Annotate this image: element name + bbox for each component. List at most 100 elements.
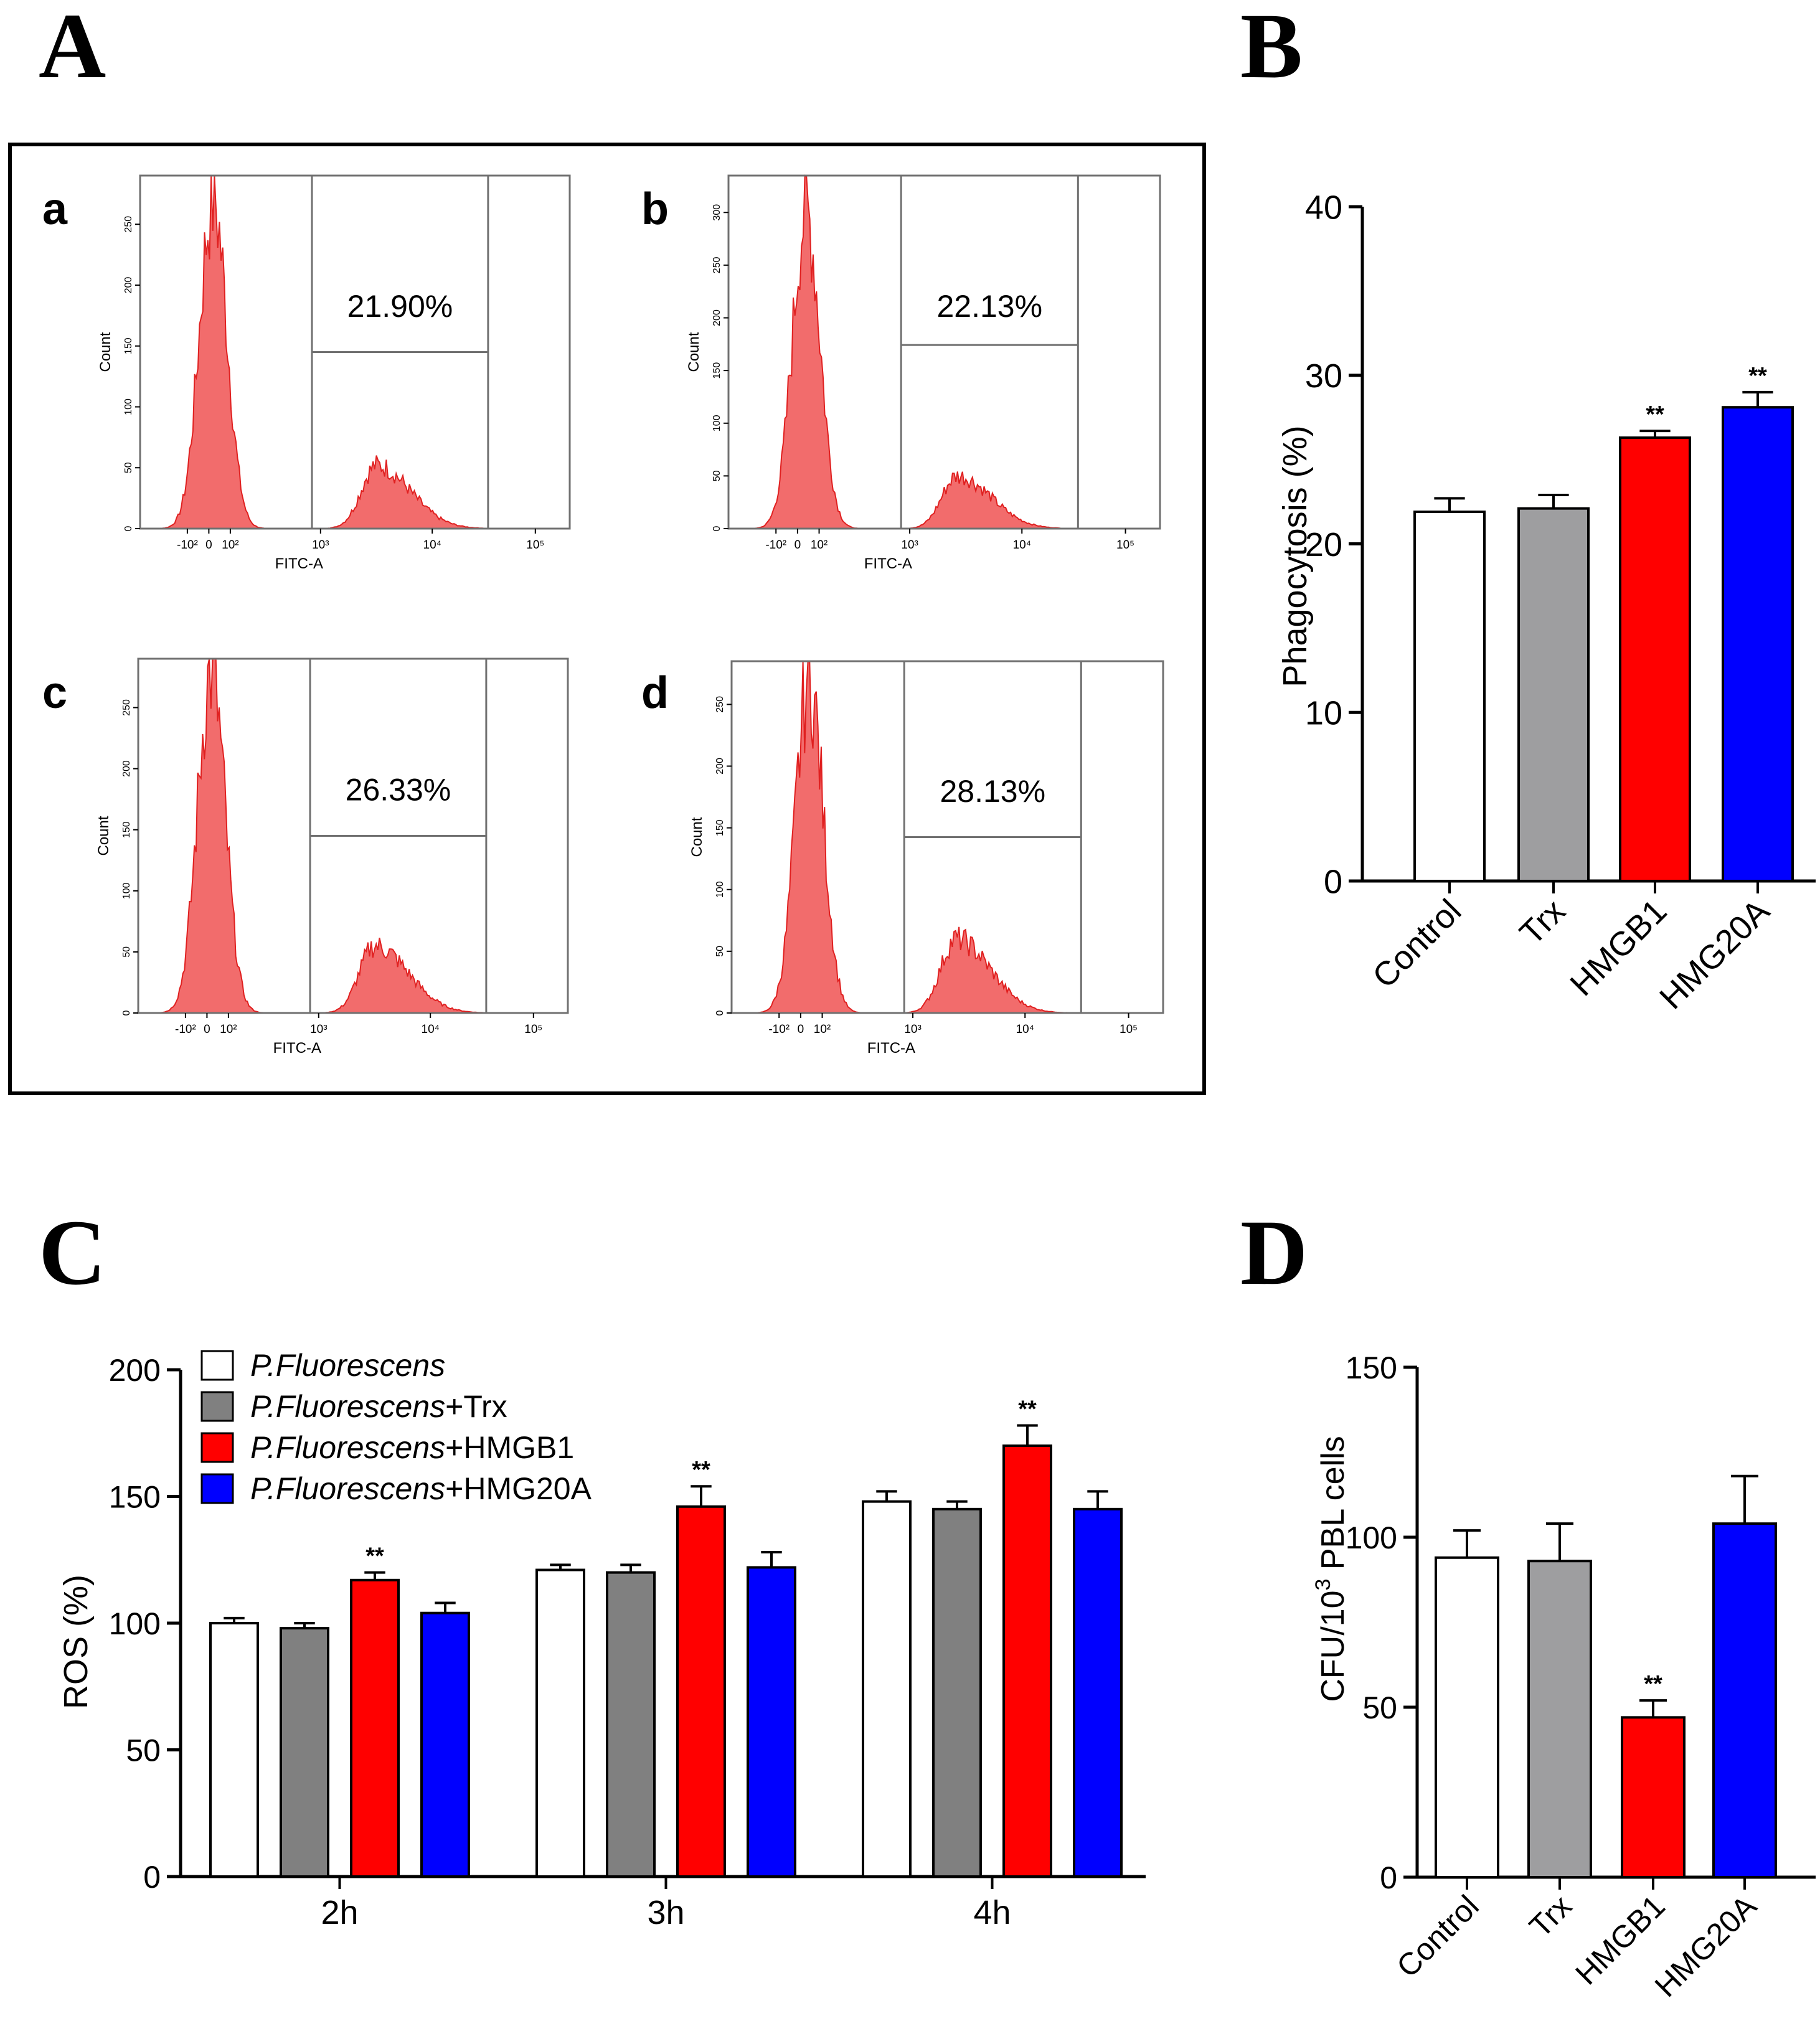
x-tick-label: 10² xyxy=(222,539,238,552)
panel-label-c: C xyxy=(39,1201,106,1304)
panel-label-d: D xyxy=(1240,1201,1308,1304)
subplot-label: c xyxy=(42,668,67,718)
bar-series-1 xyxy=(932,1507,982,1878)
y-tick-label: 100 xyxy=(1346,1520,1397,1555)
legend-label: P.Fluorescens+Trx xyxy=(250,1389,507,1424)
y-tick-label: 20 xyxy=(1305,526,1342,563)
y-tick-label: 100 xyxy=(121,882,132,899)
histogram-fill xyxy=(728,174,1160,529)
bar-trx xyxy=(1527,1560,1592,1878)
x-tick-label: Control xyxy=(1390,1888,1486,1984)
x-tick-label: 10⁵ xyxy=(524,1023,542,1036)
bar-hmgb1 xyxy=(1619,436,1691,882)
x-tick-label: 10⁵ xyxy=(526,539,544,552)
y-tick-label: 250 xyxy=(715,696,725,713)
panel-a-frame xyxy=(8,143,1206,1095)
histogram-frame xyxy=(139,174,571,530)
x-tick-label: -10² xyxy=(768,1023,790,1036)
bar-control xyxy=(1435,1556,1499,1878)
gate-percent: 26.33% xyxy=(346,773,451,808)
y-tick-label: 50 xyxy=(715,946,725,957)
gate-percent: 28.13% xyxy=(940,774,1045,809)
y-tick-label: 300 xyxy=(712,204,722,221)
y-tick-label: 50 xyxy=(123,462,134,473)
x-tick-label: HMG20A xyxy=(1648,1888,1763,2004)
x-tick-label: Trx xyxy=(1512,892,1572,952)
y-tick-label: 30 xyxy=(1305,357,1342,395)
y-tick-label: 200 xyxy=(121,760,132,777)
panel-label-a: A xyxy=(39,0,106,98)
y-tick-label: 250 xyxy=(121,699,132,716)
y-tick-label: 0 xyxy=(1380,1860,1397,1895)
histogram-c: c 26.33% 0 50 100 150 200 250 Count -10² 0 10² 10³ 10… xyxy=(42,657,569,1057)
x-axis-label: FITC-A xyxy=(867,1040,915,1057)
y-tick-label: 100 xyxy=(123,398,134,415)
x-tick-label: 0 xyxy=(204,1023,210,1036)
y-tick-label: 200 xyxy=(712,309,722,326)
y-tick-label: 0 xyxy=(715,1010,725,1015)
y-tick-label: 150 xyxy=(1346,1350,1397,1385)
x-tick-label: 10⁴ xyxy=(1016,1023,1034,1036)
y-tick-label: 150 xyxy=(715,819,725,836)
bar-series-0 xyxy=(209,1622,259,1878)
legend-label: P.Fluorescens xyxy=(250,1348,445,1383)
x-axis-label: FITC-A xyxy=(275,555,323,572)
x-tick-label: -10² xyxy=(177,539,198,552)
histogram-a: a 21.90% 0 50 100 150 200 250 Count -10² 0 10² 10³ 10… xyxy=(42,174,571,572)
y-tick-label: 0 xyxy=(712,525,722,531)
y-tick-label: 150 xyxy=(109,1480,161,1515)
y-tick-label: 150 xyxy=(123,337,134,354)
y-tick-label: 50 xyxy=(121,946,132,958)
x-tick-label: 2h xyxy=(321,1894,358,1931)
legend-label: P.Fluorescens+HMGB1 xyxy=(250,1430,574,1465)
x-tick-label: 10⁴ xyxy=(422,1023,440,1036)
histogram-frame xyxy=(730,660,1164,1014)
histogram-b: b 22.13% 0 50 100 150 200 250 300 Count -10² 0 10² 10… xyxy=(641,174,1161,572)
x-tick-label: 3h xyxy=(647,1894,684,1931)
y-tick-label: 0 xyxy=(121,1010,132,1015)
bar-series-0 xyxy=(862,1500,912,1878)
y-axis-label: Phagocytosis (%) xyxy=(1276,425,1314,687)
y-tick-label: 50 xyxy=(1362,1690,1397,1725)
x-tick-label: 10² xyxy=(811,539,827,552)
x-tick-label: 10³ xyxy=(901,539,918,552)
bar-series-2 xyxy=(350,1578,400,1878)
x-tick-label: 10⁵ xyxy=(1116,539,1134,552)
x-tick-label: 0 xyxy=(794,539,801,552)
gate-percent: 21.90% xyxy=(347,289,453,324)
y-tick-label: 0 xyxy=(143,1860,161,1895)
x-tick-label: 10³ xyxy=(904,1023,921,1036)
gate-percent: 22.13% xyxy=(936,289,1042,324)
x-tick-label: 4h xyxy=(973,1894,1011,1931)
y-tick-label: 100 xyxy=(109,1606,161,1641)
panel-label-b: B xyxy=(1240,0,1303,98)
legend-label: P.Fluorescens+HMG20A xyxy=(250,1471,592,1506)
significance-mark: ** xyxy=(1646,402,1664,428)
bar-series-3 xyxy=(1073,1507,1123,1878)
y-tick-label: 0 xyxy=(123,525,134,531)
x-tick-label: HMG20A xyxy=(1653,892,1776,1016)
x-axis-label: FITC-A xyxy=(864,555,912,572)
bar-hmgb1 xyxy=(1621,1716,1686,1878)
subplot-label: a xyxy=(42,184,68,234)
y-tick-label: 100 xyxy=(715,881,725,898)
y-axis-label: ROS (%) xyxy=(57,1575,95,1709)
x-tick-label: 10² xyxy=(220,1023,237,1036)
y-tick-label: 250 xyxy=(712,257,722,273)
x-tick-label: 0 xyxy=(205,539,212,552)
y-tick-label: 10 xyxy=(1305,695,1342,732)
y-tick-label: 200 xyxy=(109,1353,161,1388)
y-tick-label: 40 xyxy=(1305,189,1342,226)
x-tick-label: Trx xyxy=(1522,1888,1578,1944)
histogram-d: d 28.13% 0 50 100 150 200 250 Count -10² 0 10² 10³ 10… xyxy=(641,660,1164,1057)
cfu-bar-chart: CFU/103 PBL cells 0 50 100 150 Control Trx ** H… xyxy=(1311,1350,1816,2004)
x-tick-label: 10³ xyxy=(310,1023,327,1036)
y-tick-label: 0 xyxy=(1324,863,1342,900)
histogram-frame xyxy=(727,174,1161,530)
bar-series-3 xyxy=(420,1611,470,1878)
y-axis-label: Count xyxy=(689,817,705,857)
x-tick-label: 10⁴ xyxy=(1013,539,1031,552)
legend-swatch xyxy=(200,1432,234,1463)
bar-hmg20a xyxy=(1722,406,1794,882)
